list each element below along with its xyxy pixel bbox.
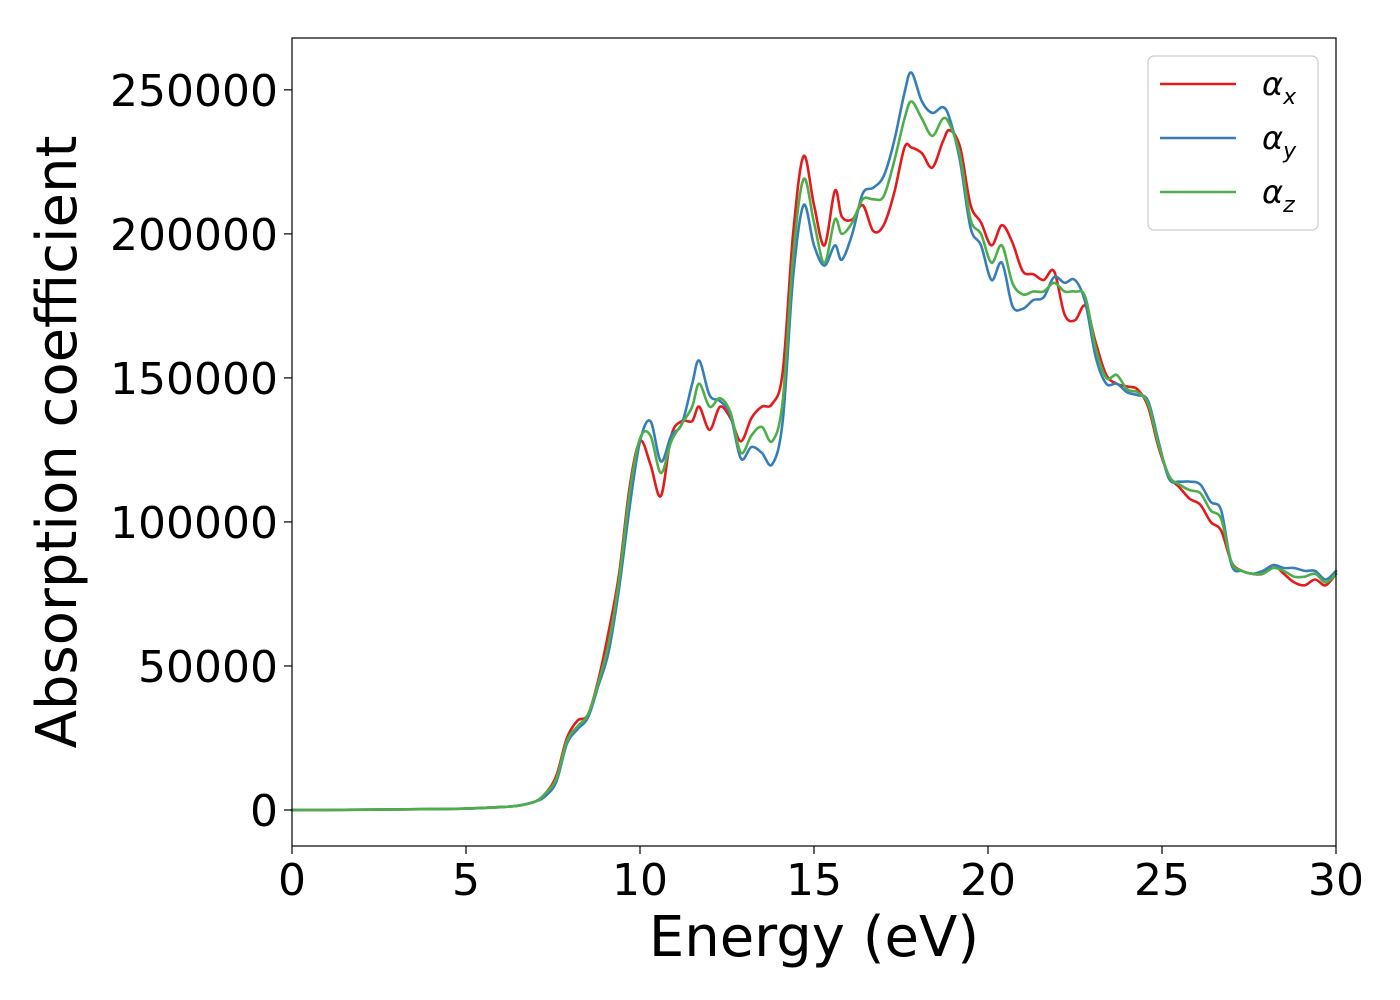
x-tick-label: 10 — [612, 855, 668, 906]
y-tick-label: 150000 — [110, 354, 278, 405]
x-axis-ticks: 0 5 10 15 20 25 30 — [278, 846, 1364, 906]
y-tick-label: 100000 — [110, 498, 278, 549]
series-layer — [290, 71, 1338, 812]
legend-label-3: αz — [1262, 173, 1295, 218]
y-tick-label: 50000 — [138, 642, 278, 693]
y-tick-label: 200000 — [110, 210, 278, 261]
y-tick-label: 250000 — [110, 66, 278, 117]
x-tick-label: 5 — [452, 855, 480, 906]
x-tick-label: 0 — [278, 855, 306, 906]
series-line-2 — [290, 71, 1338, 812]
y-axis-title: Absorption coefficient — [25, 136, 90, 749]
y-tick-label: 0 — [250, 786, 278, 837]
series-line-3 — [290, 100, 1338, 812]
legend-box — [1147, 55, 1319, 231]
x-tick-label: 30 — [1308, 855, 1364, 906]
legend-label-2: αy — [1262, 119, 1297, 164]
legend-label-1: αx — [1262, 65, 1297, 110]
x-tick-label: 20 — [960, 855, 1016, 906]
x-tick-label: 25 — [1134, 855, 1190, 906]
x-axis-title: Energy (eV) — [649, 905, 979, 970]
x-tick-label: 15 — [786, 855, 842, 906]
series-line-1 — [290, 128, 1338, 812]
legend: αx αy αz — [1147, 55, 1319, 231]
y-axis-ticks: 0 50000 100000 150000 200000 250000 — [110, 66, 292, 837]
